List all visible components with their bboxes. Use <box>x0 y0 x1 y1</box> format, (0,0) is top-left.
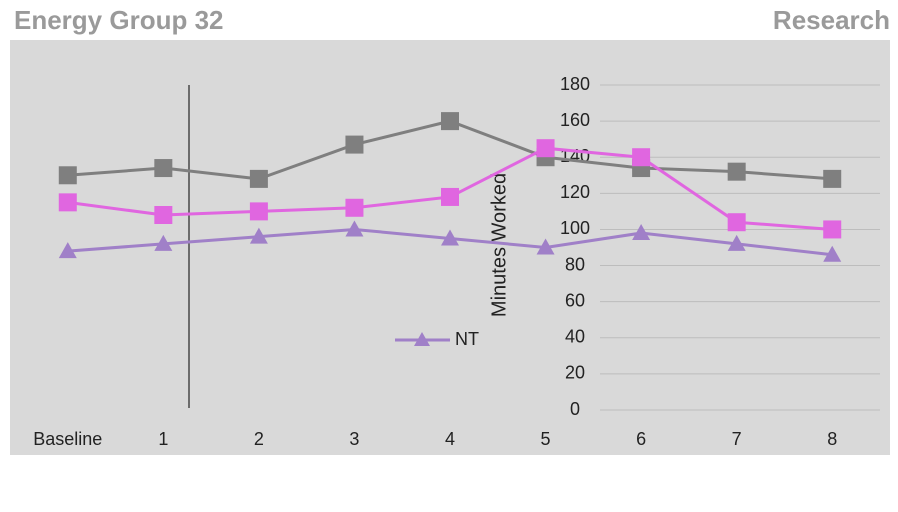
y-tick-label: 40 <box>565 327 585 347</box>
chart-title: Energy Group 32 <box>14 5 224 35</box>
data-point <box>728 163 746 181</box>
data-point <box>823 170 841 188</box>
data-point <box>345 136 363 154</box>
data-point <box>823 220 841 238</box>
x-tick-label: 2 <box>254 429 264 449</box>
data-point <box>345 199 363 217</box>
page: {"chart_data": {"type": "line", "title":… <box>0 0 898 512</box>
legend-label: NT <box>455 329 479 349</box>
x-tick-label: 4 <box>445 429 455 449</box>
data-point <box>154 159 172 177</box>
data-point <box>632 148 650 166</box>
y-tick-label: 160 <box>560 110 590 130</box>
data-point <box>250 202 268 220</box>
data-point <box>441 188 459 206</box>
y-tick-label: 80 <box>565 254 585 274</box>
data-point <box>728 213 746 231</box>
data-point <box>537 139 555 157</box>
chart-subtitle: Research <box>773 5 890 35</box>
x-tick-label: 7 <box>732 429 742 449</box>
x-tick-label: 3 <box>349 429 359 449</box>
x-tick-label: 6 <box>636 429 646 449</box>
data-point <box>154 206 172 224</box>
data-point <box>59 193 77 211</box>
y-tick-label: 180 <box>560 74 590 94</box>
x-tick-label: Baseline <box>33 429 102 449</box>
x-tick-label: 1 <box>158 429 168 449</box>
chart: Energy Group 32 Research Minutes Worked … <box>0 0 898 512</box>
data-point <box>250 170 268 188</box>
y-tick-label: 20 <box>565 363 585 383</box>
data-point <box>59 166 77 184</box>
x-tick-label: 5 <box>541 429 551 449</box>
data-point <box>441 112 459 130</box>
y-tick-label: 100 <box>560 218 590 238</box>
y-tick-label: 120 <box>560 182 590 202</box>
y-tick-label: 0 <box>570 399 580 419</box>
x-tick-label: 8 <box>827 429 837 449</box>
y-tick-label: 60 <box>565 290 585 310</box>
